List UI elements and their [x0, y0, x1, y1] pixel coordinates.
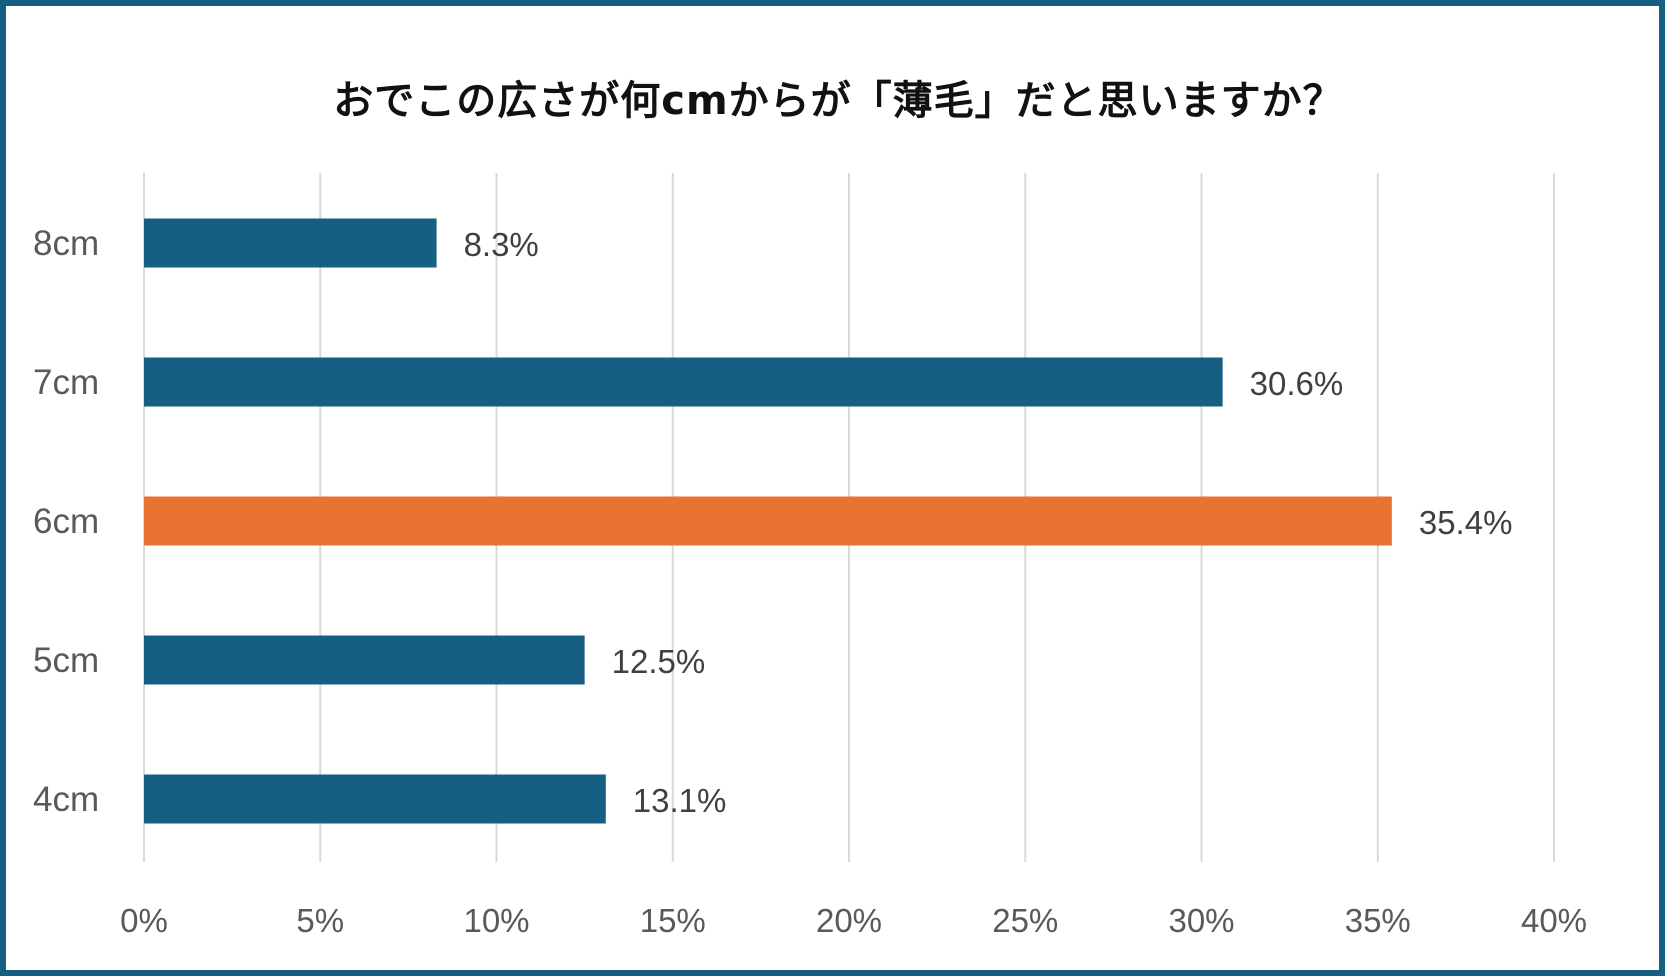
category-label: 6cm [33, 502, 99, 541]
bar [144, 218, 437, 268]
data-label: 35.4% [1419, 504, 1513, 541]
data-label: 30.6% [1250, 365, 1344, 402]
x-tick-label: 30% [1168, 902, 1234, 939]
x-tick-label: 15% [640, 902, 706, 939]
chart-title: おでこの広さが何cmからが「薄毛」だと思いますか？ [333, 78, 1344, 124]
x-tick-label: 35% [1345, 902, 1411, 939]
bar [144, 774, 606, 824]
bar [144, 496, 1392, 546]
data-label: 13.1% [633, 782, 727, 819]
bar [144, 357, 1223, 407]
value-labels: 8.3% 30.6% 35.4% 12.5% 13.1% [464, 226, 1513, 819]
category-label: 5cm [33, 641, 99, 680]
bars [144, 218, 1392, 824]
category-label: 8cm [33, 224, 99, 263]
category-label: 7cm [33, 363, 99, 402]
x-tick-label: 20% [816, 902, 882, 939]
category-label: 4cm [33, 780, 99, 819]
x-axis-tick-labels: 0% 5% 10% 15% 20% 25% 30% 35% 40% [120, 902, 1587, 939]
x-tick-label: 5% [296, 902, 344, 939]
data-label: 8.3% [464, 226, 539, 263]
x-tick-label: 0% [120, 902, 168, 939]
x-tick-label: 40% [1521, 902, 1587, 939]
x-tick-label: 25% [992, 902, 1058, 939]
bar [144, 635, 585, 685]
data-label: 12.5% [612, 643, 706, 680]
category-labels: 8cm 7cm 6cm 5cm 4cm [33, 224, 99, 819]
x-tick-label: 10% [463, 902, 529, 939]
